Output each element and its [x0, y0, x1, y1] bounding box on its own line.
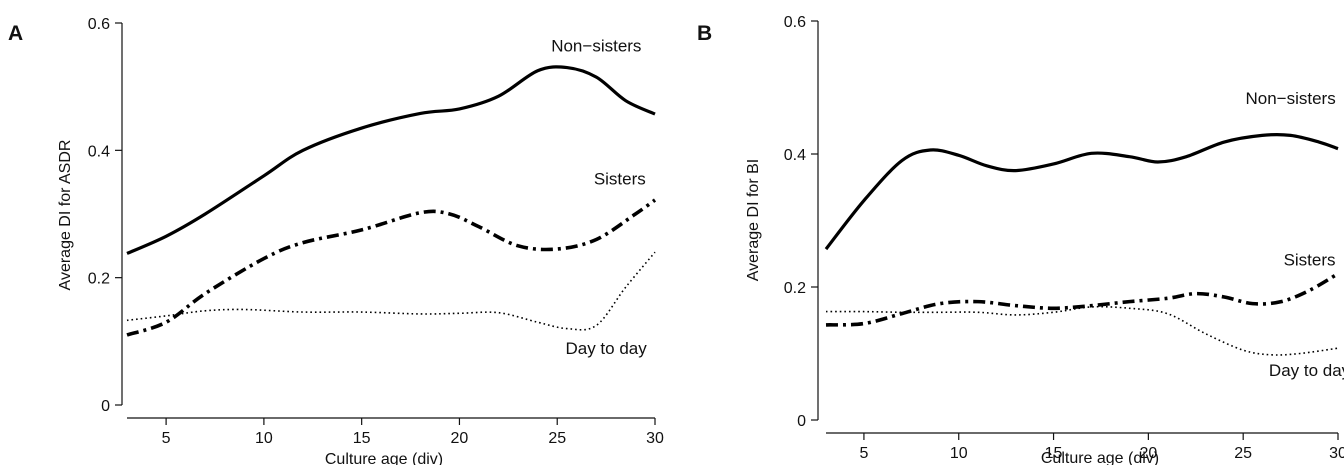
series-line-dotted-pa [126, 251, 656, 331]
x-tick-label-pa: 10 [255, 430, 273, 447]
series-label-solid-pb: Non−sisters [1245, 89, 1335, 108]
x-tick-label-pb: 25 [1234, 445, 1252, 462]
series-line-dashdot-pa [126, 198, 657, 337]
panel-letter-a: A [8, 22, 23, 45]
x-tick-label-pa: 15 [353, 430, 371, 447]
series-label-dotted-pa: Day to day [565, 339, 647, 358]
x-tick-label-pa: 25 [548, 430, 566, 447]
y-tick-label-pb: 0.2 [784, 280, 806, 297]
series-label-dotted-pb: Day to day [1269, 361, 1344, 380]
x-tick-label-pb: 20 [1139, 445, 1157, 462]
y-tick-label-pa: 0.4 [88, 143, 110, 160]
panel-letter-b: B [697, 22, 712, 45]
series-label-dashdot-pa: Sisters [594, 170, 646, 189]
x-axis-label-b: Culture age (div) [1041, 450, 1159, 465]
x-tick-label-pa: 20 [451, 430, 469, 447]
x-tick-label-pb: 15 [1045, 445, 1063, 462]
series-line-dashdot-pb [825, 272, 1339, 327]
x-tick-label-pa: 5 [162, 430, 171, 447]
y-axis-label-b: Average DI for BI [745, 159, 762, 281]
x-tick-label-pb: 10 [950, 445, 968, 462]
y-axis-label-a: Average DI for ASDR [57, 140, 74, 291]
y-tick-label-pa: 0.6 [88, 16, 110, 33]
series-line-solid-pb [824, 132, 1339, 251]
x-tick-label-pb: 30 [1329, 445, 1344, 462]
series-label-dashdot-pb: Sisters [1284, 251, 1336, 270]
y-tick-label-pb: 0.4 [784, 147, 806, 164]
x-tick-label-pa: 30 [646, 430, 664, 447]
series-label-solid-pa: Non−sisters [551, 37, 641, 56]
panel-b: B Average DI for BI Culture age (div) 0 0… [697, 14, 1344, 465]
y-tick-label-pb: 0.6 [784, 14, 806, 31]
panel-a: A Average DI for ASDR Culture age (div) … [8, 16, 664, 465]
x-tick-label-pb: 5 [859, 445, 868, 462]
series-line-solid-pa [126, 65, 656, 255]
y-tick-label-pb: 0 [797, 413, 806, 430]
x-axis-label-a: Culture age (div) [325, 451, 443, 465]
series-line-dotted-pb [825, 305, 1339, 356]
y-tick-label-pa: 0.2 [88, 271, 110, 288]
y-tick-label-pa: 0 [101, 398, 110, 415]
